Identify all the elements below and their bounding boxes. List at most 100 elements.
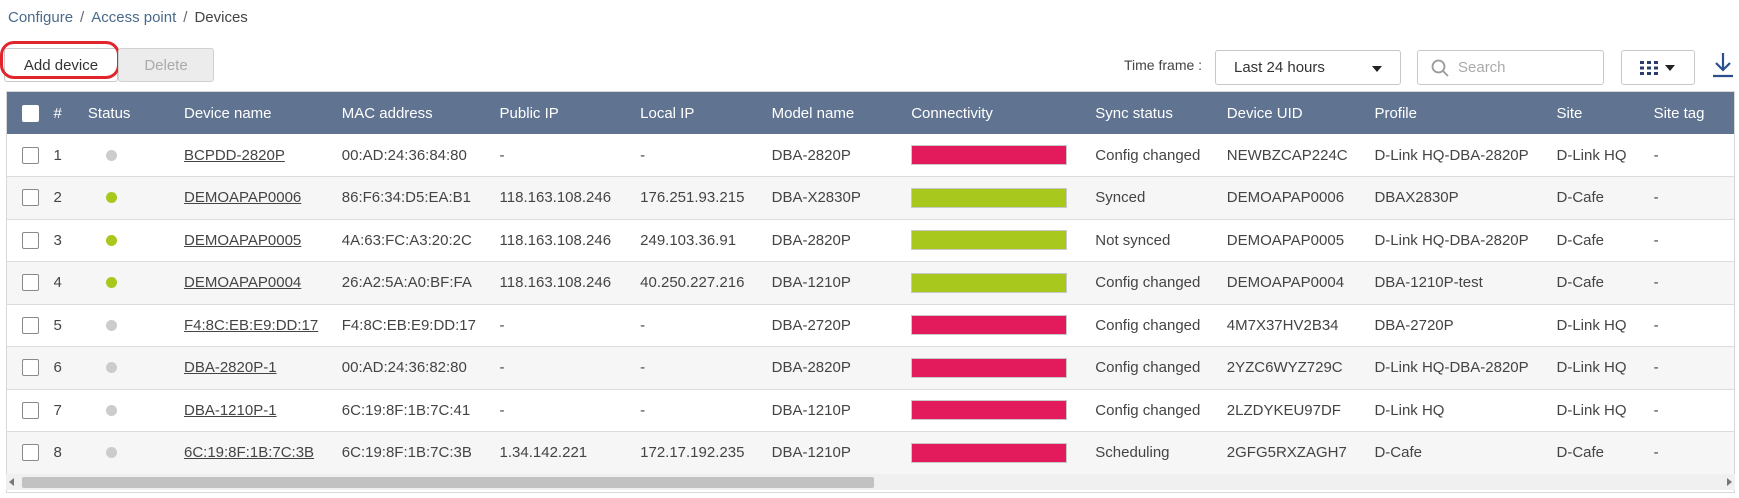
search-icon xyxy=(1431,59,1449,77)
table-cell-public-ip: 118.163.108.246 xyxy=(499,274,612,292)
table-row: 4 DEMOAPAP0004 26:A2:5A:A0:BF:FA 118.163.10… xyxy=(7,261,1734,304)
row-checkbox[interactable] xyxy=(22,146,39,164)
connectivity-bar xyxy=(911,315,1068,336)
device-name-link[interactable]: DEMOAPAP0005 xyxy=(183,231,302,249)
table-cell-site-tag: - xyxy=(1653,316,1659,334)
column-header[interactable]: Sync status xyxy=(1095,104,1173,122)
column-header[interactable]: Profile xyxy=(1374,104,1417,122)
column-header[interactable]: Model name xyxy=(771,104,855,122)
scrollbar-thumb[interactable] xyxy=(22,477,874,488)
table-cell-site: D-Cafe xyxy=(1556,444,1605,462)
connectivity-bar xyxy=(911,230,1068,251)
column-header[interactable]: Connectivity xyxy=(911,104,993,122)
timeframe-select[interactable]: Last 24 hours xyxy=(1215,50,1401,85)
row-checkbox[interactable] xyxy=(22,444,39,462)
column-header[interactable]: Public IP xyxy=(499,104,559,122)
connectivity-bar xyxy=(911,400,1068,421)
device-name-link[interactable]: 6C:19:8F:1B:7C:3B xyxy=(183,444,315,462)
status-dot-icon xyxy=(105,277,117,289)
table-cell-local-ip: - xyxy=(640,359,646,377)
row-checkbox[interactable] xyxy=(22,316,39,334)
table-cell-local-ip: 40.250.227.216 xyxy=(640,274,745,292)
device-name-link[interactable]: DEMOAPAP0004 xyxy=(183,274,302,292)
row-checkbox[interactable] xyxy=(22,359,39,377)
connectivity-bar xyxy=(911,187,1068,208)
row-checkbox[interactable] xyxy=(22,401,39,419)
table-cell-site: D-Cafe xyxy=(1556,189,1605,207)
status-dot-icon xyxy=(105,447,117,459)
column-header[interactable]: MAC address xyxy=(341,104,433,122)
table-cell-profile: DBA-2720P xyxy=(1374,316,1454,334)
devices-table: # Status Device name MAC address Public … xyxy=(6,91,1735,493)
columns-button[interactable] xyxy=(1621,50,1695,85)
table-cell-site: D-Link HQ xyxy=(1556,316,1627,334)
table-cell-mac: 86:F6:34:D5:EA:B1 xyxy=(341,189,472,207)
device-name-link[interactable]: DBA-1210P-1 xyxy=(183,401,277,419)
breadcrumb-configure[interactable]: Configure xyxy=(8,9,74,26)
table-cell-public-ip: - xyxy=(499,316,505,334)
table-row: 7 DBA-1210P-1 6C:19:8F:1B:7C:41 - - DBA-1210P… xyxy=(7,389,1734,432)
add-device-button[interactable]: Add device xyxy=(4,48,118,82)
table-cell-public-ip: 118.163.108.246 xyxy=(499,231,612,249)
download-button[interactable] xyxy=(1710,50,1736,80)
table-cell-profile: D-Link HQ-DBA-2820P xyxy=(1374,146,1529,164)
delete-button[interactable]: Delete xyxy=(118,48,214,82)
column-header[interactable]: Device UID xyxy=(1226,104,1303,122)
table-cell-site-tag: - xyxy=(1653,401,1659,419)
table-cell-public-ip: - xyxy=(499,401,505,419)
table-cell-sync: Config changed xyxy=(1095,146,1201,164)
breadcrumb-separator: / xyxy=(80,9,85,26)
column-header[interactable]: # xyxy=(53,104,62,122)
column-header[interactable]: Device name xyxy=(183,104,272,122)
status-dot-icon xyxy=(105,362,117,374)
table-cell-uid: NEWBZCAP224C xyxy=(1226,146,1348,164)
table-cell-site-tag: - xyxy=(1653,146,1659,164)
table-cell-profile: D-Link HQ-DBA-2820P xyxy=(1374,359,1529,377)
table-cell-local-ip: 176.251.93.215 xyxy=(640,189,745,207)
device-name-link[interactable]: DBA-2820P-1 xyxy=(183,359,277,377)
table-cell-mac: 00:AD:24:36:82:80 xyxy=(341,359,467,377)
table-cell-uid: DEMOAPAP0006 xyxy=(1226,189,1345,207)
search-input[interactable] xyxy=(1456,58,1590,77)
device-name-link[interactable]: F4:8C:EB:E9:DD:17 xyxy=(183,316,319,334)
connectivity-bar xyxy=(911,442,1068,463)
device-name-link[interactable]: DEMOAPAP0006 xyxy=(183,189,302,207)
table-cell-mac: 6C:19:8F:1B:7C:3B xyxy=(341,444,472,462)
table-cell-site-tag: - xyxy=(1653,231,1659,249)
breadcrumb-access-point[interactable]: Access point xyxy=(91,9,177,26)
table-cell-mac: 00:AD:24:36:84:80 xyxy=(341,146,467,164)
table-cell-num: 7 xyxy=(53,401,62,419)
connectivity-bar xyxy=(911,272,1068,293)
scroll-left-icon[interactable] xyxy=(9,478,14,486)
table-cell-uid: DEMOAPAP0005 xyxy=(1226,231,1345,249)
table-cell-model: DBA-1210P xyxy=(771,444,851,462)
select-all-checkbox[interactable] xyxy=(22,104,39,122)
table-cell-public-ip: 1.34.142.221 xyxy=(499,444,588,462)
table-cell-uid: 2LZDYKEU97DF xyxy=(1226,401,1341,419)
table-cell-model: DBA-2820P xyxy=(771,359,851,377)
horizontal-scrollbar[interactable] xyxy=(6,474,1735,490)
column-header[interactable]: Local IP xyxy=(640,104,695,122)
table-row: 6 DBA-2820P-1 00:AD:24:36:82:80 - - DBA-2820P… xyxy=(7,346,1734,389)
row-checkbox[interactable] xyxy=(22,189,39,207)
row-checkbox[interactable] xyxy=(22,274,39,292)
column-header[interactable]: Status xyxy=(87,104,131,122)
column-header[interactable]: Site xyxy=(1556,104,1583,122)
grid-icon xyxy=(1640,60,1658,75)
table-cell-mac: 6C:19:8F:1B:7C:41 xyxy=(341,401,471,419)
breadcrumb: Configure / Access point / Devices xyxy=(8,9,248,26)
table-cell-sync: Config changed xyxy=(1095,401,1201,419)
column-header[interactable]: Site tag xyxy=(1653,104,1705,122)
row-checkbox[interactable] xyxy=(22,231,39,249)
scroll-right-icon[interactable] xyxy=(1727,478,1732,486)
table-cell-public-ip: - xyxy=(499,359,505,377)
table-cell-uid: 2YZC6WYZ729C xyxy=(1226,359,1343,377)
table-cell-num: 8 xyxy=(53,444,62,462)
table-cell-site-tag: - xyxy=(1653,274,1659,292)
search-box[interactable] xyxy=(1417,50,1604,85)
table-cell-sync: Synced xyxy=(1095,189,1146,207)
table-cell-site: D-Link HQ xyxy=(1556,146,1627,164)
device-name-link[interactable]: BCPDD-2820P xyxy=(183,146,285,164)
table-cell-profile: DBA-1210P-test xyxy=(1374,274,1483,292)
table-cell-local-ip: - xyxy=(640,316,646,334)
